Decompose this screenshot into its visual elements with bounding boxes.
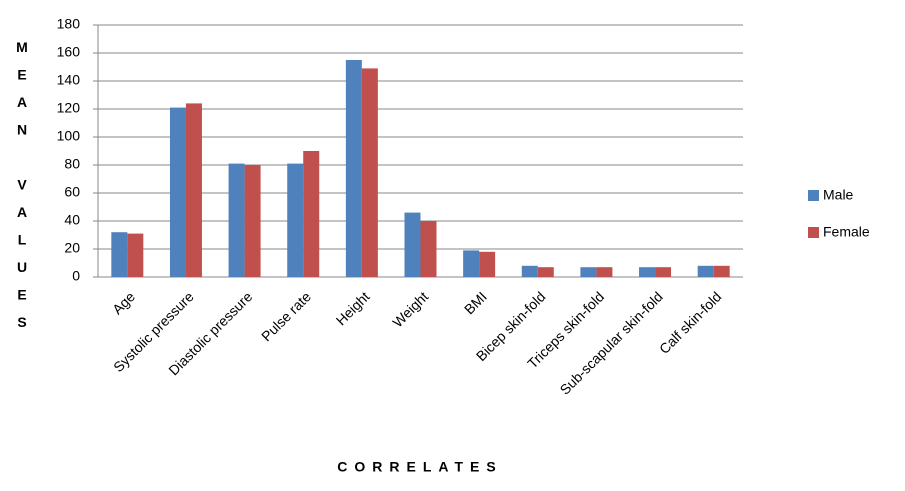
x-tick-label: Calf skin-fold	[656, 288, 725, 357]
x-tick-label: Height	[333, 288, 373, 328]
y-tick-label: 60	[64, 184, 80, 200]
bar	[639, 267, 656, 277]
bar	[463, 250, 480, 277]
bar	[655, 267, 672, 277]
bar	[244, 165, 261, 277]
y-tick-label: 180	[57, 16, 81, 32]
bar	[287, 163, 304, 277]
y-tick-label: 0	[72, 268, 80, 284]
bar	[127, 233, 144, 277]
legend-label: Female	[823, 224, 870, 240]
bar	[345, 60, 362, 277]
bar	[169, 107, 186, 277]
bar	[228, 163, 245, 277]
bar	[185, 103, 202, 278]
bar	[404, 212, 421, 277]
x-tick-label: Pulse rate	[258, 288, 314, 344]
bar	[697, 265, 714, 277]
bar	[479, 251, 496, 277]
bar	[361, 68, 378, 278]
legend-swatch	[808, 227, 819, 238]
y-tick-label: 80	[64, 156, 80, 172]
bar	[420, 221, 437, 277]
legend-label: Male	[823, 187, 854, 203]
bar	[580, 267, 597, 277]
x-tick-label: Sub-scapular skin-fold	[557, 288, 666, 397]
bar	[303, 151, 320, 277]
x-axis-title: CORRELATES	[337, 459, 502, 475]
y-tick-label: 120	[57, 100, 81, 116]
y-tick-label: 140	[57, 72, 81, 88]
bar	[596, 267, 613, 277]
y-tick-label: 160	[57, 44, 81, 60]
legend-swatch	[808, 190, 819, 201]
bar	[713, 265, 730, 277]
x-tick-label: Age	[109, 288, 138, 317]
x-tick-label: Weight	[389, 288, 431, 330]
y-tick-label: 20	[64, 240, 80, 256]
y-tick-label: 100	[57, 128, 81, 144]
y-tick-label: 40	[64, 212, 80, 228]
bar	[111, 232, 128, 277]
bar	[521, 265, 538, 277]
bar	[537, 267, 554, 277]
x-tick-label: BMI	[461, 288, 490, 317]
